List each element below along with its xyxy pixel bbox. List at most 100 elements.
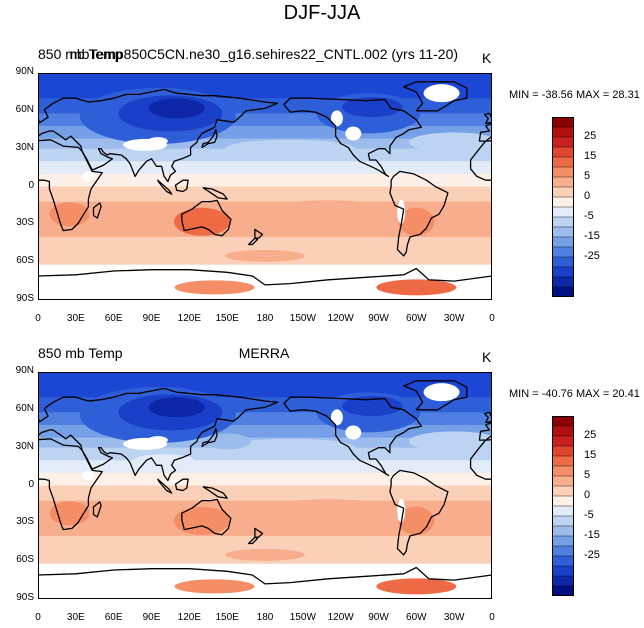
lat-tick-label: 60S [16,255,34,267]
lon-tick-label: 120W [327,612,354,623]
coastline-s-america [389,170,449,257]
coastline-n-america [283,97,423,178]
coastline-new-zealand [254,527,264,538]
colorbar-box [552,585,574,596]
colorbar-box [552,186,574,198]
coastline-nz-south [247,237,259,246]
colorbar-box [552,196,574,208]
colorbar-box [552,465,574,477]
panel-1-variable-label: 850 mb Temp [38,46,123,62]
coastline-uk [38,415,40,423]
colorbar-tick-label: -15 [584,529,600,541]
coastline-sumatra [157,478,173,494]
colorbar-box [552,565,574,577]
lon-tick-label: 120W [327,313,354,324]
coastline-antarctica [38,267,492,300]
colorbar-box [552,505,574,517]
lon-tick-label: 90E [142,313,161,324]
coastline-europe-asia [38,387,279,482]
lon-tick-label: 30W [443,313,465,324]
coastline-sumatra [157,179,173,195]
lat-tick-label: 0 [28,478,34,490]
panel-1-units: K [482,50,492,66]
colorbar-tick-label: 25 [584,429,597,441]
coastline-n-america [283,396,423,477]
panel-2-colorbar [552,416,574,596]
coastline-uk [483,112,492,125]
colorbar-box [552,485,574,497]
panel-1-colorbar [552,117,574,297]
lat-tick-label: 90N [15,365,34,376]
coastline-antarctica [38,566,492,599]
colorbar-tick-label: 25 [584,130,597,142]
lon-tick-label: 90E [142,612,161,623]
colorbar-tick-label: 5 [584,469,591,481]
colorbar-box [552,246,574,258]
lon-tick-label: 0 [489,612,495,623]
colorbar-box [552,117,574,128]
colorbar-box [552,226,574,238]
coastline-africa [38,139,103,232]
coastline-new-guinea [202,486,228,499]
lon-tick-label: 90W [368,612,389,623]
lon-tick-label: 30E [66,612,85,623]
colorbar-box [552,176,574,188]
lat-tick-label: 30N [15,440,34,452]
colorbar-tick-label: -25 [584,250,600,262]
coastline-uk [38,116,40,124]
colorbar-box [552,435,574,447]
colorbar-box [552,266,574,278]
panel-1-case-label: mbTemp850C5CN.ne30_g16.sehires22_CNTL.00… [69,46,459,62]
colorbar-box [552,495,574,507]
lon-tick-label: 150E [215,313,239,324]
lon-tick-label: 150E [215,612,239,623]
colorbar-box [552,286,574,297]
lon-tick-label: 60W [406,612,427,623]
lon-tick-label: 30W [443,612,465,623]
panel-2-minmax: MIN = -40.76 MAX = 20.41 [509,388,640,400]
coastline-australia [181,498,232,536]
coastline-europe-asia [38,88,279,183]
lon-tick-label: 90W [368,313,389,324]
colorbar-box [552,475,574,487]
figure-title: DJF-JJA [283,2,361,24]
lon-tick-label: 60E [104,313,123,324]
lat-tick-label: 90N [15,66,34,77]
colorbar-box [552,166,574,178]
panel-1-map [38,73,492,300]
colorbar-box [552,416,574,427]
coastline-japan [201,428,218,448]
coastline-s-america [389,469,449,556]
lon-tick-label: 30E [66,313,85,324]
coastline-borneo [174,478,189,492]
colorbar-box [552,136,574,148]
colorbar-box [552,216,574,228]
lon-tick-label: 150W [289,612,316,623]
coastline-japan [201,129,218,149]
colorbar-tick-label: -5 [584,210,594,222]
colorbar-box [552,555,574,567]
lat-tick-label: 0 [28,179,34,191]
panel-2-case-label: MERRA [238,345,290,361]
coastline-borneo [174,179,189,193]
lat-tick-label: 30S [16,516,34,528]
colorbar-box [552,545,574,557]
lon-tick-label: 120E [177,313,201,324]
colorbar-box [552,276,574,288]
colorbar-box [552,515,574,527]
colorbar-tick-label: 15 [584,449,597,461]
colorbar-box [552,455,574,467]
colorbar-box [552,256,574,268]
lat-tick-label: 90S [16,293,34,304]
lon-tick-label: 0 [35,612,41,623]
colorbar-tick-label: 0 [584,489,591,501]
lat-tick-label: 90S [16,592,34,603]
colorbar-tick-label: 5 [584,170,591,182]
coastline-uk [483,411,492,424]
colorbar-tick-label: 15 [584,150,597,162]
colorbar-box [552,445,574,457]
colorbar-box [552,425,574,437]
lon-tick-label: 0 [489,313,495,324]
colorbar-box [552,575,574,587]
panel-2-variable-label: 850 mb Temp [38,345,123,361]
